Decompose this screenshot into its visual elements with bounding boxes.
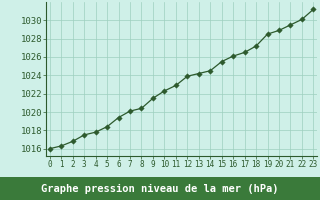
Text: Graphe pression niveau de la mer (hPa): Graphe pression niveau de la mer (hPa) [41, 183, 279, 194]
X-axis label: Graphe pression niveau de la mer (hPa): Graphe pression niveau de la mer (hPa) [0, 199, 1, 200]
